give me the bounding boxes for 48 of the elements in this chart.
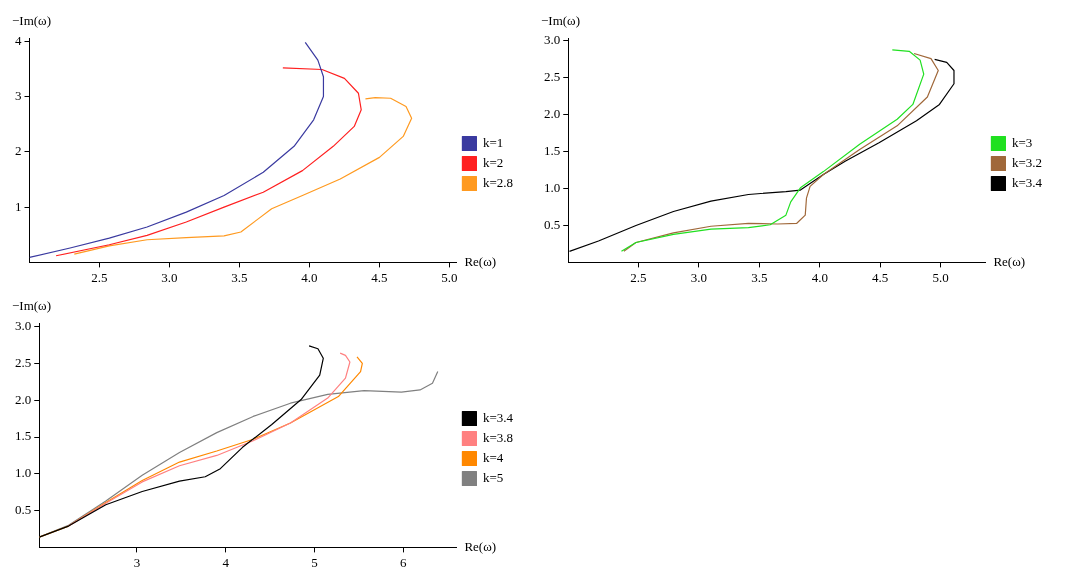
x-tick-label: 4.5 [371,269,388,285]
x-tick-label: 5 [311,554,318,570]
legend-label: k=5 [482,469,504,485]
legend-label: k=2.8 [482,174,514,190]
x-axis-title: Re(ω) [464,538,497,554]
x-tick-label: 4.0 [811,269,828,285]
x-axis-title: Re(ω) [993,253,1026,269]
legend-label: k=1 [482,134,504,150]
legend-label: k=4 [482,449,504,465]
y-tick-label: 4 [15,32,22,48]
x-tick-label: 3.0 [161,269,178,285]
x-tick-label: 5.0 [441,269,458,285]
y-axis-title: −Im(ω) [541,12,580,28]
y-axis-title: −Im(ω) [12,12,51,28]
y-tick-label: 2.5 [544,69,561,85]
y-tick-label: 1.0 [15,465,32,481]
y-tick-label: 1.0 [544,180,561,196]
y-tick-label: 0.5 [15,502,32,518]
x-tick-label: 3.5 [751,269,768,285]
y-axis-title: −Im(ω) [12,297,51,313]
y-tick-label: 3.0 [544,32,561,48]
x-tick-label: 5.0 [932,269,949,285]
y-tick-label: 3.0 [15,318,32,334]
legend-label: k=3.2 [1011,154,1043,170]
y-tick-label: 1 [15,198,22,214]
x-tick-label: 3.5 [231,269,248,285]
legend-label: k=3.4 [1011,174,1043,190]
legend-label: k=3.8 [482,429,514,445]
x-tick-label: 3 [133,554,141,570]
x-tick-label: 6 [399,554,407,570]
y-tick-label: 1.5 [15,428,32,444]
y-tick-label: 0.5 [544,216,561,232]
y-tick-label: 2.0 [544,106,561,122]
y-tick-label: 2.0 [15,391,32,407]
y-tick-label: 2.5 [15,354,32,370]
x-tick-label: 4 [222,554,230,570]
y-tick-label: 3 [15,88,22,104]
y-tick-label: 2 [15,143,22,159]
y-tick-label: 1.5 [544,143,561,159]
legend-label: k=2 [482,154,504,170]
legend-label: k=3.4 [482,409,514,425]
x-tick-label: 2.5 [630,269,647,285]
x-tick-label: 4.0 [301,269,318,285]
x-tick-label: 3.0 [690,269,707,285]
legend-label: k=3 [1011,134,1033,150]
x-tick-label: 4.5 [872,269,889,285]
x-axis-title: Re(ω) [464,253,497,269]
x-tick-label: 2.5 [91,269,108,285]
